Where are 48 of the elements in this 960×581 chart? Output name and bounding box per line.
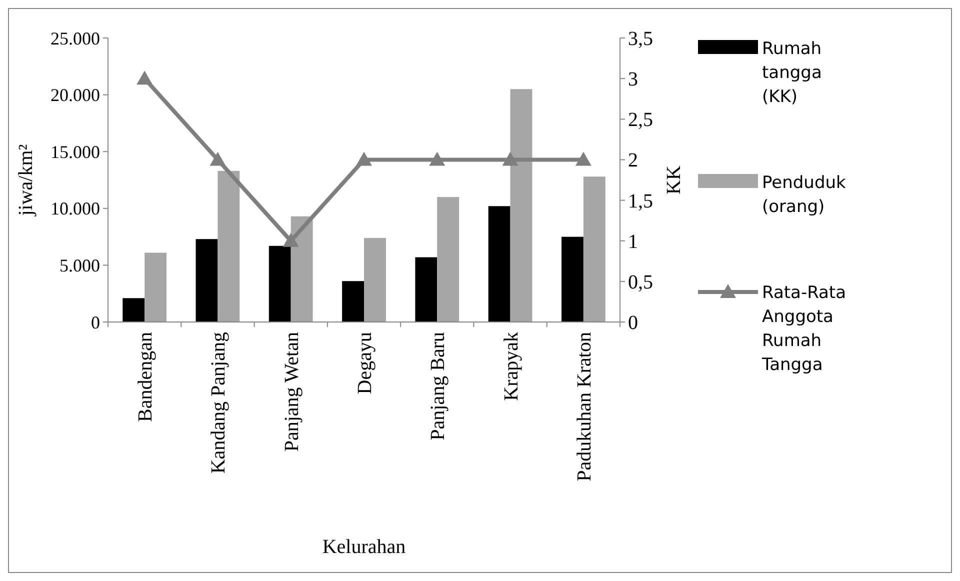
point: [575, 152, 592, 166]
point: [210, 152, 226, 166]
bar: [437, 197, 460, 322]
y-axis-title: jiwa/km²: [15, 144, 37, 217]
y2-tick-label: 1,5: [628, 190, 653, 212]
legend-label: Rumah tangga (KK): [762, 39, 822, 107]
point: [429, 152, 446, 166]
x-tick-label: Padukuhan Kraton: [573, 332, 596, 482]
legend-label: Rata-Rata Anggota Rumah Tangga: [761, 283, 846, 375]
x-tick-label: Panjang Wetan: [280, 332, 303, 452]
x-tick-label: Bandengan: [134, 332, 157, 422]
bar: [196, 239, 218, 322]
bar: [342, 281, 364, 322]
y-tick-label: 5.000: [60, 256, 100, 276]
y2-tick-label: 2,5: [628, 109, 653, 132]
bar: [268, 246, 291, 322]
y2-tick-label: 2: [628, 150, 638, 172]
y2-tick-label: 1: [628, 230, 638, 253]
bar: [122, 298, 145, 322]
bar: [218, 170, 240, 322]
y2-axis-title: KK: [663, 165, 685, 194]
point: [136, 70, 153, 85]
x-tick-label: Krapyak: [500, 332, 522, 401]
bar: [510, 89, 532, 322]
point: [356, 152, 372, 166]
point: [502, 152, 518, 166]
y-tick-label: 0: [91, 312, 100, 332]
y2-tick-label: 3: [628, 68, 638, 91]
legend-label: Penduduk (orang): [762, 173, 846, 217]
y-tick-label: 15.000: [50, 142, 100, 162]
x-tick-label: Kandang Panjang: [208, 332, 230, 474]
y2-tick-label: 0: [628, 312, 638, 334]
y2-tick-label: 0,5: [628, 271, 653, 294]
x-axis-title: Kelurahan: [322, 536, 406, 558]
x-tick-label: Degayu: [354, 332, 376, 394]
y-tick-label: 25.000: [50, 28, 100, 48]
y-tick-label: 20.000: [50, 85, 100, 106]
y2-tick-label: 3,5: [628, 28, 653, 50]
bar: [488, 206, 510, 322]
bar: [364, 238, 386, 322]
point: [282, 232, 299, 247]
bar: [561, 236, 584, 322]
bar: [290, 216, 313, 322]
bar: [144, 252, 167, 322]
bar: [583, 176, 606, 322]
y-tick-label: 10.000: [50, 198, 100, 219]
x-tick-label: Panjang Baru: [427, 332, 450, 440]
bar: [415, 257, 438, 322]
